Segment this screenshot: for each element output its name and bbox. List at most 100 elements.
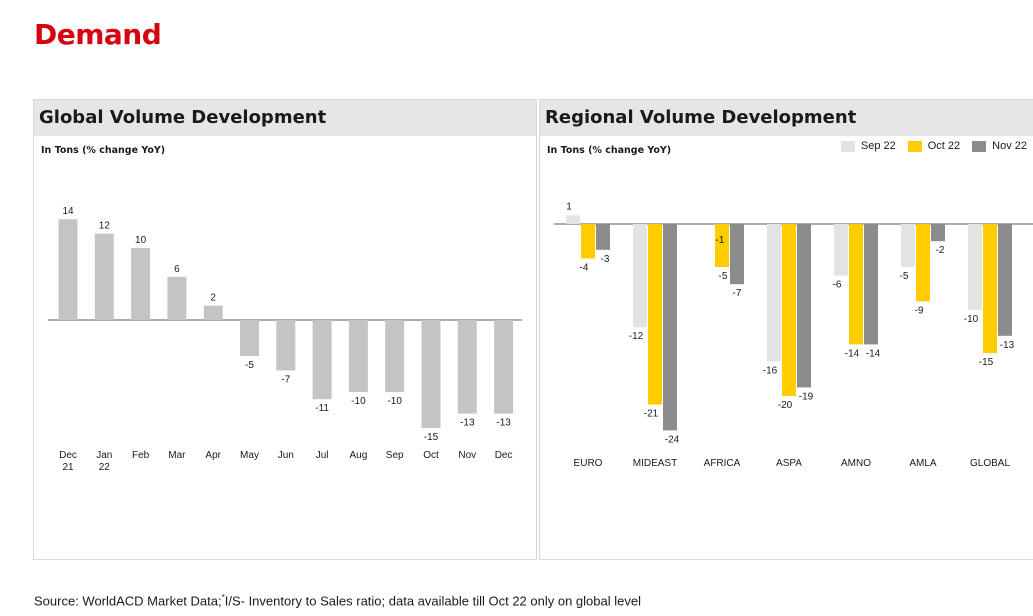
footnote-text: I/S- Inventory to Sales ratio; data avai… [224,593,641,609]
x-tick-label-amla: AMLA [909,458,937,469]
x-tick-label-mideast: MIDEAST [633,458,677,469]
data-label-0: 14 [62,206,74,217]
regional-legend: Sep 22 Oct 22 Nov 22 [840,140,1027,152]
legend-swatch-sep [840,140,855,152]
x-tick-label-aspa: ASPA [776,458,802,469]
data-label-global-s1: -15 [979,357,994,368]
bar-aspa-s2 [797,224,811,388]
global-volume-chart: 14Dec2112Jan2210Feb6Mar2Apr-5May-7Jun-11… [48,206,522,473]
x-tick-label-11-0: Nov [458,450,476,461]
data-label-amla-s0: -5 [900,271,909,282]
data-label-5: -5 [245,360,254,371]
data-label-2: 10 [135,235,147,246]
bar-amla-s1 [916,224,930,302]
x-tick-label-1-0: Jan [96,450,112,461]
data-label-euro-s2: -3 [601,254,610,265]
data-label-8: -10 [351,396,366,407]
regional-volume-panel: Regional Volume Development In Tons (% c… [539,99,1033,560]
data-label-euro-s0: 1 [566,201,572,212]
legend-label-oct: Oct 22 [927,140,961,152]
page-title: Demand [34,18,162,51]
legend-swatch-oct [907,140,922,152]
bar-global-s0 [968,224,982,310]
data-label-amla-s2: -2 [936,245,945,256]
data-label-9: -10 [387,396,402,407]
data-label-africa-s1: -5 [719,271,728,282]
data-label-11: -13 [460,418,475,429]
data-label-africa-s2: -7 [733,288,742,299]
bar-africa-s1 [715,224,729,267]
data-label-aspa-s0: -16 [763,366,778,377]
legend-item-nov: Nov 22 [972,140,1027,152]
footnote-source: Source: WorldACD Market Data; [34,593,222,609]
bar-9 [385,320,405,392]
bar-mideast-s0 [633,224,647,328]
x-tick-label-3-0: Mar [168,450,186,461]
global-chart-subtitle: In Tons (% change YoY) [41,145,166,156]
data-label-amla-s1: -9 [915,305,924,316]
data-label-amno-s2: -14 [866,348,881,359]
data-label-global-s0: -10 [964,314,979,325]
x-tick-label-7-0: Jul [316,450,329,461]
footnote-asterisk: * [221,593,225,602]
bar-11 [457,320,477,414]
x-tick-label-global: GLOBAL [970,458,1010,469]
x-tick-label-9-0: Sep [386,450,404,461]
bar-africa-s2 [730,224,744,285]
bar-1 [94,233,114,320]
data-label-1: 12 [99,221,111,232]
bar-4 [203,305,223,320]
bar-5 [240,320,259,356]
x-tick-label-6-0: Jun [278,450,294,461]
x-tick-label-0-1: 21 [62,462,74,473]
source-footnote: Source: WorldACD Market Data;*I/S- Inven… [34,593,641,608]
x-tick-label-12-0: Dec [495,450,513,461]
bar-aspa-s0 [767,224,781,362]
data-label-aspa-s1: -20 [778,400,793,411]
data-label-mideast-s1: -21 [644,409,659,420]
bar-amno-s0 [834,224,848,276]
bar-amla-s2 [931,224,945,242]
data-label-4: 2 [210,293,216,304]
bar-2 [131,248,151,320]
legend-label-sep: Sep 22 [860,140,896,152]
data-label-mideast-s0: -12 [629,331,644,342]
data-label-africa-s0: -1 [716,235,725,246]
x-tick-label-10-0: Oct [423,450,439,461]
data-label-10: -15 [424,432,439,443]
data-label-7: -11 [315,403,329,414]
x-tick-label-euro: EURO [574,458,603,469]
legend-swatch-nov [972,140,987,152]
data-label-amno-s0: -6 [833,280,842,291]
data-label-aspa-s2: -19 [799,391,814,402]
x-tick-label-8-0: Aug [350,450,368,461]
global-chart-title: Global Volume Development [34,100,536,136]
legend-item-oct: Oct 22 [907,140,961,152]
data-label-global-s2: -13 [1000,340,1015,351]
global-volume-panel: Global Volume Development In Tons (% cha… [33,99,537,560]
regional-chart-subtitle: In Tons (% change YoY) [547,145,672,156]
bar-global-s1 [983,224,997,353]
data-label-mideast-s2: -24 [665,434,680,445]
regional-chart-title: Regional Volume Development [540,100,1033,136]
bar-8 [348,320,368,392]
bar-10 [421,320,441,428]
bar-amno-s2 [864,224,878,345]
data-label-3: 6 [174,264,180,275]
bar-7 [312,320,332,400]
bar-amno-s1 [849,224,863,345]
bar-mideast-s2 [663,224,677,431]
x-tick-label-5-0: May [240,450,259,461]
legend-label-nov: Nov 22 [992,140,1027,152]
x-tick-label-2-0: Feb [132,450,150,461]
bar-global-s2 [998,224,1012,336]
x-tick-label-0-0: Dec [59,450,77,461]
legend-item-sep: Sep 22 [840,140,896,152]
bar-euro-s0 [566,215,580,224]
x-tick-label-amno: AMNO [841,458,871,469]
bar-0 [58,219,78,320]
x-tick-label-1-1: 22 [99,462,111,473]
x-tick-label-africa: AFRICA [704,458,741,469]
data-label-12: -13 [496,418,511,429]
data-label-amno-s1: -14 [845,348,860,359]
